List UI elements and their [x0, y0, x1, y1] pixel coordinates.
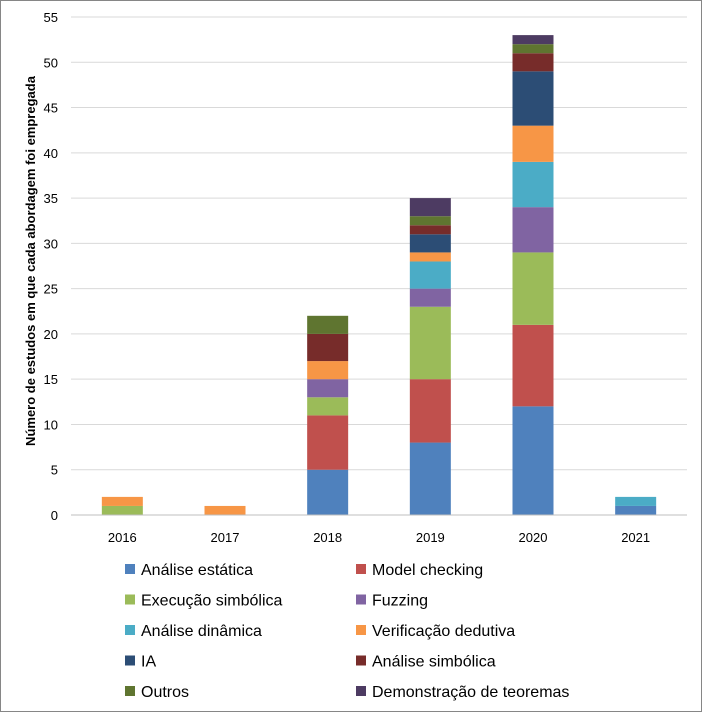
axes: 0 5 10 15 20 25 30 35 40 45 50 55 2016 2017 2018 2019 20…	[44, 10, 687, 545]
bar-segment	[512, 252, 554, 325]
bar-segment	[307, 361, 349, 380]
bar-segment	[409, 252, 451, 262]
bar-segment	[512, 35, 554, 45]
bar-segment	[409, 442, 451, 515]
legend-swatch	[356, 686, 366, 696]
legend-swatch	[356, 594, 366, 605]
y-tick-label: 40	[44, 146, 58, 161]
bar-segment	[101, 505, 143, 515]
legend-swatch	[125, 686, 135, 696]
bar-segment	[512, 324, 554, 407]
bar-segment	[204, 505, 246, 515]
bar-segment	[512, 53, 554, 72]
bar-segment	[307, 415, 349, 470]
y-tick-label: 0	[51, 508, 58, 523]
bar-segment	[409, 261, 451, 289]
legend-swatch	[125, 594, 135, 605]
bar-segment	[615, 505, 657, 515]
legend-label: Model checking	[372, 562, 483, 579]
bar-segment	[409, 288, 451, 307]
legend-label: Verificação dedutiva	[372, 623, 515, 640]
legend-label: IA	[141, 654, 156, 671]
bar-segment	[409, 234, 451, 253]
y-tick-label: 15	[44, 372, 58, 387]
legend-swatch	[125, 564, 135, 574]
legend: Análise estática Model checking Execução s…	[125, 562, 569, 701]
legend-label: Análise estática	[141, 562, 253, 579]
bar-segment	[307, 315, 349, 334]
y-tick-label: 55	[44, 10, 58, 25]
x-tick-label: 2017	[211, 530, 240, 545]
bar-segment	[512, 207, 554, 253]
bar-segment	[307, 469, 349, 515]
bar-segment	[512, 406, 554, 515]
bar-segment	[409, 379, 451, 443]
bar-segment	[512, 71, 554, 126]
bar-segment	[409, 216, 451, 226]
y-tick-label: 20	[44, 327, 58, 342]
y-tick-label: 10	[44, 417, 58, 432]
x-tick-label: 2019	[416, 530, 445, 545]
y-tick-label: 25	[44, 282, 58, 297]
legend-label: Execução simbólica	[141, 593, 283, 610]
legend-label: Análise dinâmica	[141, 623, 262, 640]
bar-segment	[409, 306, 451, 380]
legend-swatch	[356, 564, 366, 574]
legend-label: Análise simbólica	[372, 654, 496, 671]
legend-label: Fuzzing	[372, 593, 428, 610]
y-tick-label: 35	[44, 191, 58, 206]
y-tick-label: 5	[51, 463, 58, 478]
x-tick-label: 2021	[621, 530, 650, 545]
x-tick-label: 2020	[519, 530, 548, 545]
bar-segment	[409, 225, 451, 235]
legend-label: Demonstração de teoremas	[372, 684, 569, 701]
bar-segment	[512, 161, 554, 208]
legend-label: Outros	[141, 684, 189, 701]
legend-swatch	[125, 625, 135, 635]
y-tick-label: 30	[44, 236, 58, 251]
bars	[101, 35, 657, 515]
y-tick-label: 50	[44, 55, 58, 70]
bar-segment	[307, 333, 349, 362]
x-tick-label: 2018	[313, 530, 342, 545]
bar-segment	[512, 125, 554, 162]
legend-swatch	[125, 655, 135, 666]
bar-segment	[307, 379, 349, 398]
bar-segment	[615, 496, 657, 506]
y-tick-label: 45	[44, 101, 58, 116]
x-tick-label: 2016	[108, 530, 137, 545]
y-axis-label: Número de estudos em que cada abordagem …	[23, 75, 38, 446]
legend-swatch	[356, 655, 366, 666]
legend-swatch	[356, 625, 366, 635]
bar-segment	[307, 397, 349, 416]
bar-segment	[409, 198, 451, 217]
gridlines	[71, 16, 687, 471]
bar-segment	[101, 496, 143, 506]
bar-segment	[512, 44, 554, 54]
